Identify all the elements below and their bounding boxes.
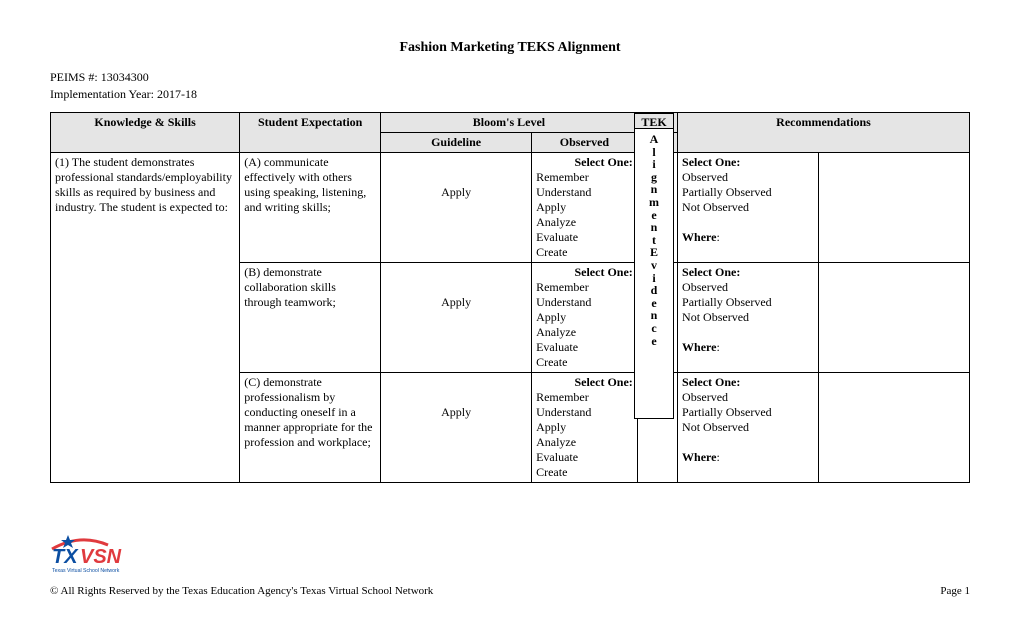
cell-guideline: Apply <box>381 263 532 373</box>
cell-recommendation-observed: Select One:ObservedPartially ObservedNot… <box>678 263 819 373</box>
tek-vertical-label: Alignment Evidence <box>634 129 674 419</box>
impl-label: Implementation Year: <box>50 87 157 101</box>
alignment-table: Knowledge & Skills Student Expectation B… <box>50 112 970 483</box>
footer-copyright: © All Rights Reserved by the Texas Educa… <box>50 585 433 597</box>
th-ks: Knowledge & Skills <box>51 113 240 153</box>
th-observed: Observed <box>532 133 638 153</box>
impl-line: Implementation Year: 2017-18 <box>50 87 970 102</box>
cell-se: (C) demonstrate professionalism by condu… <box>240 373 381 483</box>
logo-vsn: VSN <box>80 546 122 568</box>
th-se: Student Expectation <box>240 113 381 153</box>
cell-recommendation-observed: Select One:ObservedPartially ObservedNot… <box>678 153 819 263</box>
footer: © All Rights Reserved by the Texas Educa… <box>50 585 970 597</box>
cell-ks: (1) The student demonstrates professiona… <box>51 153 240 483</box>
tek-overlay-header: TEK <box>634 113 674 129</box>
peims-line: PEIMS #: 13034300 <box>50 70 970 85</box>
cell-recommendation-notes <box>818 373 969 483</box>
cell-recommendation-observed: Select One:ObservedPartially ObservedNot… <box>678 373 819 483</box>
peims-label: PEIMS #: <box>50 70 101 84</box>
table-row: (1) The student demonstrates professiona… <box>51 153 970 263</box>
cell-observed: Select One:RememberUnderstandApplyAnalyz… <box>532 373 638 483</box>
cell-recommendation-notes <box>818 153 969 263</box>
th-guideline: Guideline <box>381 133 532 153</box>
cell-observed: Select One:RememberUnderstandApplyAnalyz… <box>532 263 638 373</box>
logo-tx: TX <box>52 546 79 568</box>
cell-recommendation-notes <box>818 263 969 373</box>
txvsn-logo: TX VSN Texas Virtual School Network <box>50 531 160 573</box>
footer-page: Page 1 <box>940 585 970 597</box>
th-blooms: Bloom's Level <box>381 113 638 133</box>
cell-guideline: Apply <box>381 153 532 263</box>
peims-value: 13034300 <box>101 70 149 84</box>
th-rec: Recommendations <box>678 113 970 153</box>
cell-guideline: Apply <box>381 373 532 483</box>
cell-observed: Select One:RememberUnderstandApplyAnalyz… <box>532 153 638 263</box>
page-title: Fashion Marketing TEKS Alignment <box>50 40 970 56</box>
impl-value: 2017-18 <box>157 87 197 101</box>
cell-se: (B) demonstrate collaboration skills thr… <box>240 263 381 373</box>
logo-tagline: Texas Virtual School Network <box>52 568 120 573</box>
cell-se: (A) communicate effectively with others … <box>240 153 381 263</box>
